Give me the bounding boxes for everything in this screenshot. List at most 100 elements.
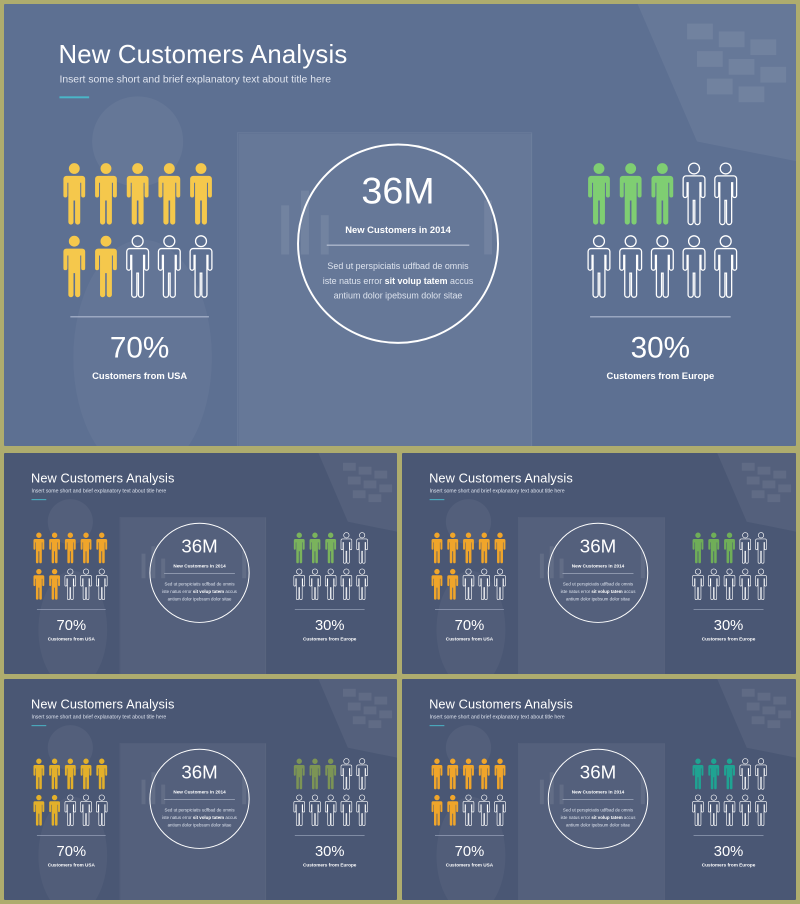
europe-divider (590, 316, 731, 318)
total-customers-value: 36M (181, 536, 218, 558)
person-icon (714, 235, 738, 298)
slide-thumbnail-gold-olive[interactable]: New Customers Analysis Insert some short… (4, 679, 397, 900)
europe-people-grid (691, 532, 770, 605)
usa-percentage: 70% (454, 617, 485, 634)
person-icon (462, 568, 475, 600)
slide-thumbnail-orange-teal[interactable]: New Customers Analysis Insert some short… (402, 679, 796, 900)
total-customers-value: 36M (579, 536, 617, 558)
circle-description: Sed ut perspiciatis udfbad de omnis iste… (321, 259, 475, 303)
person-icon (478, 532, 490, 564)
person-icon (64, 532, 76, 564)
usa-percentage: 70% (454, 843, 485, 860)
usa-percentage: 70% (109, 332, 170, 365)
person-icon (619, 235, 643, 298)
person-icon (356, 532, 368, 564)
person-icon (33, 758, 45, 790)
description-text: Sed ut perspiciatis udfbad de omnis iste… (162, 581, 235, 594)
description-text-end: accus antium dolor ipebsum dolor sitae (565, 815, 636, 828)
center-circle (297, 143, 499, 344)
person-icon (96, 568, 108, 600)
slide-title: New Customers Analysis (429, 470, 573, 486)
person-icon (309, 758, 321, 790)
europe-caption: Customers from Europe (701, 862, 756, 869)
person-icon (96, 758, 108, 790)
description-bold-text: sit volup tatem (591, 589, 623, 594)
description-text: Sed ut perspiciatis udfbad de omnis iste… (560, 581, 634, 594)
description-bold-text: sit volup tatem (384, 276, 448, 286)
circle-divider (326, 244, 470, 246)
europe-people-grid (292, 532, 371, 605)
slide-thumbnail-main[interactable]: New Customers Analysis Insert some short… (4, 4, 796, 446)
person-icon (80, 568, 92, 600)
person-icon (356, 758, 368, 790)
person-icon (293, 532, 305, 564)
person-icon (293, 568, 305, 600)
description-text-end: accus antium dolor ipebsum dolor sitae (565, 589, 636, 602)
person-icon (33, 532, 45, 564)
description-text: Sed ut perspiciatis udfbad de omnis iste… (560, 807, 634, 820)
europe-people-grid (691, 758, 770, 831)
person-icon (447, 532, 459, 564)
person-icon (64, 758, 76, 790)
person-icon (692, 532, 704, 564)
person-icon (494, 532, 506, 564)
person-icon (63, 163, 86, 225)
slide-subtitle: Insert some short and brief explanatory … (429, 713, 565, 720)
person-icon (714, 162, 738, 226)
person-icon (724, 532, 735, 564)
person-icon (447, 758, 459, 790)
slide-content: New Customers Analysis Insert some short… (4, 453, 397, 674)
person-icon (431, 568, 443, 600)
person-icon (478, 568, 490, 600)
person-icon (692, 794, 704, 826)
person-icon (293, 758, 305, 790)
description-text: Sed ut perspiciatis udfbad de omnis iste… (322, 261, 469, 286)
person-icon (755, 532, 767, 564)
person-icon (190, 163, 212, 225)
person-icon (724, 758, 735, 790)
europe-caption: Customers from Europe (606, 371, 715, 383)
slide-subtitle: Insert some short and brief explanatory … (31, 487, 167, 494)
person-icon (95, 235, 117, 298)
europe-percentage: 30% (713, 617, 744, 634)
person-icon (478, 794, 490, 826)
person-icon (309, 532, 321, 564)
person-icon (692, 568, 704, 600)
total-customers-value: 36M (361, 170, 435, 213)
slide-content: New Customers Analysis Insert some short… (4, 679, 397, 900)
person-icon (64, 568, 77, 600)
person-icon (189, 235, 213, 298)
slide-content: New Customers Analysis Insert some short… (4, 4, 796, 446)
person-icon (650, 235, 674, 298)
person-icon (340, 532, 353, 564)
europe-percentage: 30% (314, 843, 345, 860)
person-icon (723, 794, 736, 826)
europe-percentage: 30% (314, 617, 345, 634)
person-icon (340, 794, 353, 826)
person-icon (739, 758, 752, 790)
slide-content: New Customers Analysis Insert some short… (402, 453, 796, 674)
person-icon (682, 162, 706, 226)
person-icon (755, 794, 767, 826)
total-customers-label: New Customers in 2014 (173, 563, 226, 569)
title-accent-line (429, 725, 445, 727)
title-accent-line (59, 96, 90, 99)
usa-people-grid (32, 758, 111, 831)
person-icon (478, 758, 490, 790)
person-icon (431, 532, 443, 564)
description-text-end: accus antium dolor ipebsum dolor sitae (333, 276, 474, 301)
total-customers-label: New Customers in 2014 (571, 563, 625, 569)
person-icon (463, 532, 474, 564)
usa-caption: Customers from USA (47, 636, 95, 643)
title-accent-line (31, 725, 47, 727)
person-icon (309, 568, 321, 600)
person-icon (463, 758, 474, 790)
circle-description: Sed ut perspiciatis udfbad de omnis iste… (161, 581, 238, 603)
slide-thumbnail-orange-green-2[interactable]: New Customers Analysis Insert some short… (402, 453, 796, 674)
person-icon (494, 794, 506, 826)
person-icon (80, 794, 92, 826)
slide-thumbnail-orange-green[interactable]: New Customers Analysis Insert some short… (4, 453, 397, 674)
person-icon (755, 568, 767, 600)
person-icon (692, 758, 704, 790)
person-icon (356, 794, 368, 826)
